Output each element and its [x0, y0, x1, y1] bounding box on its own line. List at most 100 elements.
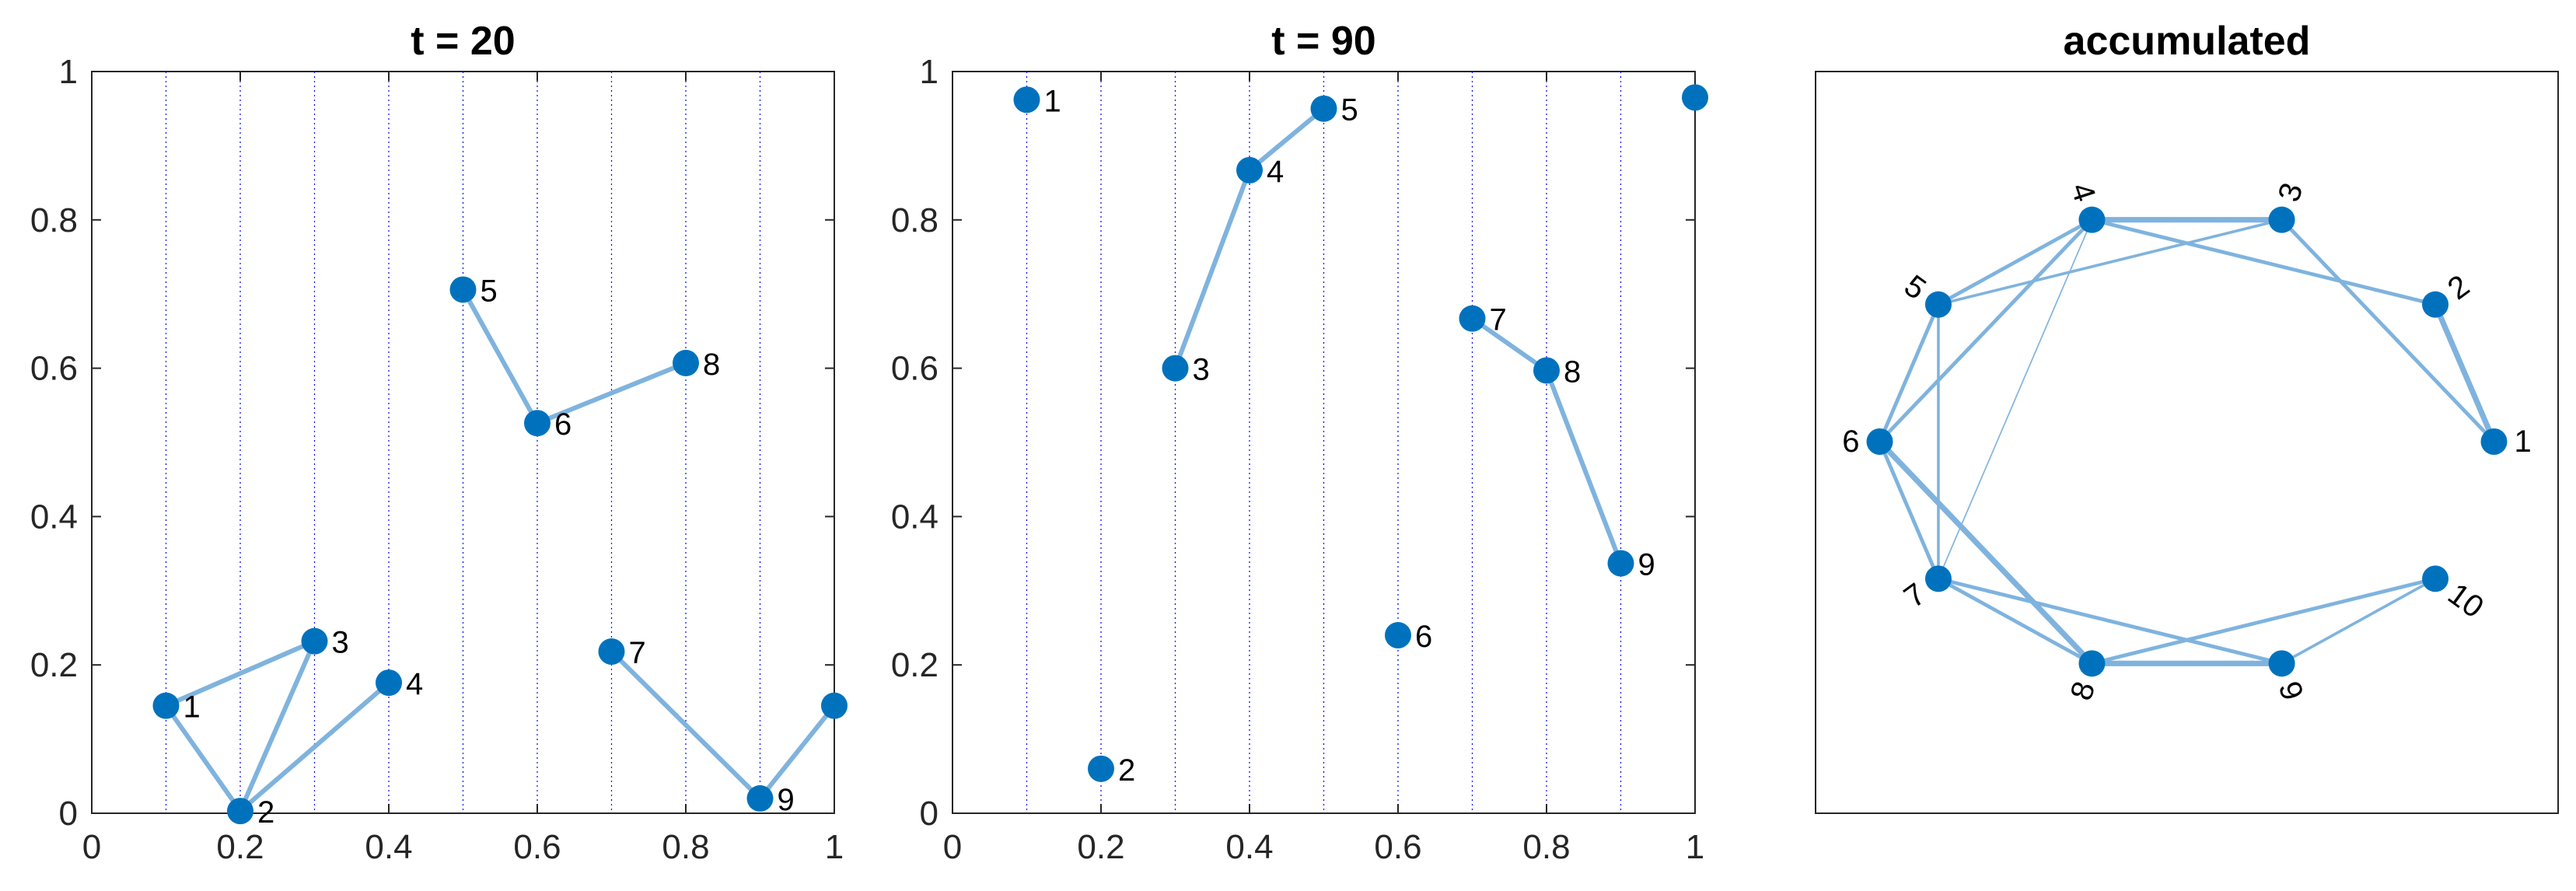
node-label: 6	[1842, 425, 1859, 459]
graph-node	[227, 798, 253, 825]
graph-node	[2422, 565, 2449, 592]
y-tick-label: 0.6	[891, 350, 938, 388]
graph-node	[1385, 622, 1411, 649]
node-label: 8	[1564, 355, 1581, 389]
node-label: 4	[2064, 179, 2102, 206]
node-label: 6	[554, 407, 571, 442]
graph-node	[376, 669, 402, 697]
graph-node	[1682, 84, 1708, 111]
graph-edge	[2090, 218, 2438, 307]
node-label: 8	[703, 348, 720, 382]
node-label: 5	[481, 274, 498, 308]
graph-node	[301, 627, 328, 655]
x-tick-label: 0.4	[1225, 828, 1273, 866]
panel-t90: 0 0.2 0.4 0.6 0.8 1 0 0.2 0.4 0.6 0.8 1 t = 90 1 2 3 4 5 6…	[891, 19, 1708, 866]
y-tick-label: 0.2	[891, 646, 938, 684]
x-tick-label: 0.4	[365, 828, 412, 866]
node-label: 10	[2441, 577, 2490, 625]
node-label: 7	[1490, 303, 1507, 337]
node-label: 7	[629, 636, 646, 670]
graph-node	[1607, 550, 1634, 577]
y-tick-label: 0	[920, 795, 938, 833]
graph-edge	[163, 638, 317, 708]
graph-edge	[535, 360, 688, 426]
x-tick-label: 1	[1686, 828, 1704, 866]
y-tick-label: 0.8	[30, 201, 78, 239]
graph-node	[746, 784, 774, 812]
graph-edge	[1876, 439, 2095, 666]
graph-edge	[238, 638, 317, 814]
axes-frame	[1815, 71, 2559, 814]
graph-node	[598, 638, 625, 666]
graph-edge	[2432, 302, 2497, 445]
y-tick-label: 1	[920, 53, 938, 91]
graph-node	[2078, 650, 2106, 677]
node-label: 9	[2272, 677, 2310, 704]
x-tick-label: 0.6	[513, 828, 561, 866]
graph-edge	[1937, 218, 2284, 306]
y-tick-label: 0.8	[891, 201, 938, 239]
graph-edge	[1936, 576, 2284, 666]
node-label: 3	[2272, 179, 2310, 206]
node-label: 6	[1415, 620, 1432, 654]
node-label: 9	[1638, 548, 1655, 582]
node-label: 3	[332, 626, 349, 660]
graph-node	[449, 276, 477, 303]
x-tick-label: 0	[943, 828, 962, 866]
node-label: 5	[1341, 93, 1358, 128]
graph-node	[1310, 95, 1337, 122]
graph-node	[1924, 291, 1952, 318]
graph-node	[1866, 428, 1893, 455]
graph-node	[2480, 428, 2508, 455]
chart-title: t = 20	[411, 19, 515, 64]
axes-frame	[91, 71, 835, 814]
node-label: 1	[184, 690, 201, 725]
graph-node	[152, 692, 180, 719]
graph-node	[821, 692, 848, 719]
node-label: 8	[2064, 677, 2102, 704]
x-tick-label: 0.2	[1077, 828, 1124, 866]
graph-node	[1162, 355, 1189, 382]
node-label: 1	[1044, 84, 1061, 118]
graph-edge	[2280, 577, 2437, 666]
x-tick-label: 1	[825, 828, 844, 866]
graph-edge	[1173, 167, 1252, 371]
node-label: 9	[778, 783, 795, 817]
x-tick-label: 0.8	[662, 828, 709, 866]
graph-node	[1013, 86, 1040, 114]
graph-node	[2422, 291, 2449, 318]
graph-node	[2268, 206, 2295, 233]
node-label: 4	[406, 667, 423, 701]
panel-t20: 0 0.2 0.4 0.6 0.8 1 0 0.2 0.4 0.6 0.8 1 t = 20 1 2 3 4 5 6…	[30, 19, 848, 866]
graph-edge	[460, 287, 540, 426]
graph-edge	[1936, 576, 2094, 666]
graph-edge	[757, 703, 837, 801]
node-label: 1	[2515, 425, 2532, 459]
node-label: 3	[1193, 353, 1210, 387]
graph-node	[2268, 650, 2295, 677]
graph-edge	[1938, 218, 2093, 580]
x-tick-label: 0.2	[216, 828, 264, 866]
graph-node	[1924, 565, 1952, 592]
graph-node	[1533, 357, 1560, 384]
node-label: 2	[1118, 753, 1135, 788]
graph-node	[673, 349, 699, 376]
node-label: 2	[257, 795, 274, 830]
graph-node	[1088, 755, 1114, 782]
graph-edge	[1936, 218, 2094, 307]
y-tick-label: 0.4	[30, 498, 78, 536]
graph-edge	[1878, 218, 2094, 444]
x-tick-label: 0.8	[1522, 828, 1570, 866]
node-label: 4	[1267, 155, 1284, 189]
graph-edge	[609, 649, 763, 801]
y-tick-label: 0.4	[891, 498, 938, 536]
y-tick-label: 1	[59, 53, 78, 91]
graph-node	[2078, 206, 2106, 233]
graph-node	[1459, 305, 1486, 332]
graph-edge	[1247, 106, 1326, 173]
y-tick-label: 0	[59, 795, 78, 833]
y-tick-label: 0.2	[30, 646, 78, 684]
y-tick-label: 0.6	[30, 350, 78, 388]
